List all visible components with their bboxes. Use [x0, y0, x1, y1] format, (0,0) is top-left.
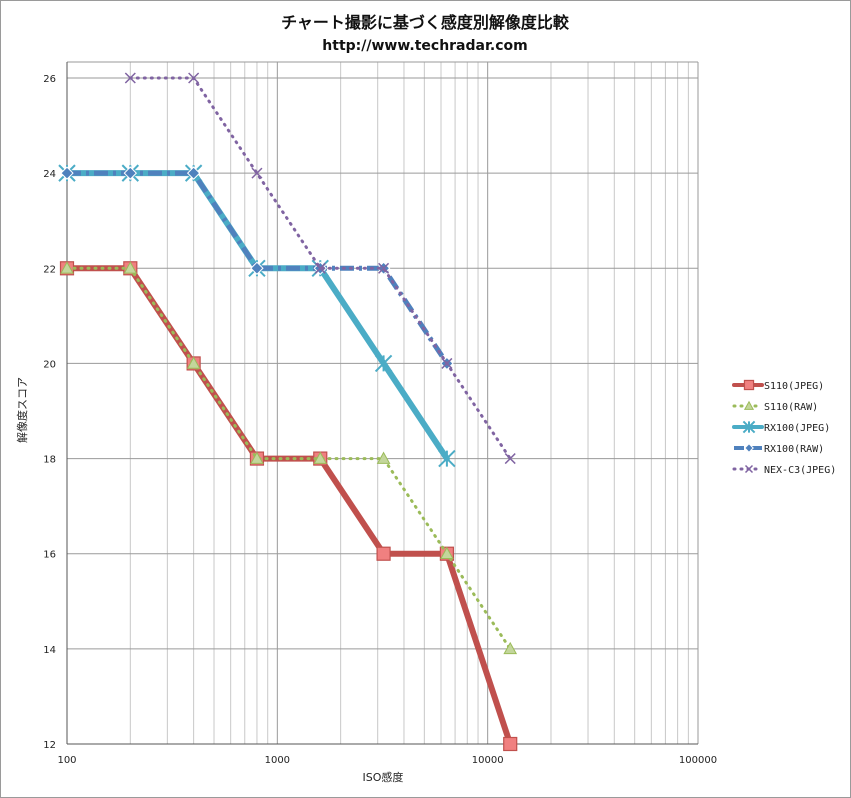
legend-item: S110(JPEG) [732, 379, 824, 392]
triangle-marker [313, 451, 328, 464]
diamond-marker [250, 261, 264, 275]
y-tick-label: 22 [43, 264, 56, 275]
square-marker [376, 546, 391, 561]
x-marker [124, 72, 136, 84]
x-marker [378, 262, 390, 274]
tick-labels: 100 1000 10000 100000 12 14 16 18 20 22 24 26 [43, 74, 717, 766]
series-s110-raw [60, 261, 518, 655]
star-marker [742, 420, 756, 434]
y-tick-label: 12 [43, 740, 56, 751]
triangle-marker [503, 641, 518, 655]
square-marker [743, 379, 755, 391]
y-tick-label: 24 [43, 169, 56, 180]
x-tick-label: 100000 [679, 755, 717, 766]
chart-subtitle: http://www.techradar.com [322, 38, 527, 54]
square-marker [503, 736, 518, 752]
legend-item: NEX-C3(JPEG) [732, 464, 836, 476]
triangle-marker [743, 400, 755, 410]
legend-label: S110(RAW) [764, 402, 818, 413]
y-tick-label: 16 [43, 550, 56, 561]
diamond-marker [60, 166, 74, 180]
y-tick-label: 14 [43, 645, 56, 656]
series-line [65, 266, 512, 651]
triangle-marker [440, 546, 454, 560]
series-nex-c3-jpeg [124, 72, 516, 465]
legend-label: RX100(RAW) [764, 444, 824, 455]
legend-item: RX100(JPEG) [732, 420, 830, 434]
x-marker [251, 167, 263, 179]
legend-label: NEX-C3(JPEG) [764, 465, 836, 476]
triangle-marker [123, 261, 138, 274]
legend: S110(JPEG) S110(RAW) RX100(JPEG) RX100(RAW)… [732, 379, 836, 476]
y-tick-label: 26 [43, 74, 56, 85]
x-marker [188, 72, 200, 84]
x-marker [314, 262, 326, 274]
legend-item: RX100(RAW) [734, 443, 824, 455]
chart-title: チャート撮影に基づく感度別解像度比較 [281, 13, 570, 32]
triangle-marker [250, 451, 264, 464]
y-tick-label: 18 [43, 455, 56, 466]
x-tick-label: 100 [57, 755, 76, 766]
x-tick-label: 1000 [265, 755, 290, 766]
star-marker [374, 354, 393, 373]
triangle-marker [186, 356, 201, 369]
legend-label: S110(JPEG) [764, 381, 824, 392]
y-tick-label: 20 [43, 359, 56, 370]
y-axis-label: 解像度スコア [15, 377, 29, 443]
triangle-marker [60, 261, 74, 274]
plot-area [67, 62, 698, 744]
x-marker [744, 464, 754, 474]
x-marker [441, 357, 453, 369]
diamond-marker [123, 166, 138, 180]
star-marker [438, 449, 456, 468]
x-axis-label: ISO感度 [363, 770, 404, 784]
x-tick-label: 10000 [472, 755, 504, 766]
x-marker [504, 453, 516, 465]
series-layer [58, 72, 518, 752]
legend-item: S110(RAW) [732, 400, 818, 413]
diamond-marker [186, 166, 201, 180]
triangle-marker [376, 451, 391, 464]
legend-label: RX100(JPEG) [764, 423, 830, 434]
diamond-marker [744, 443, 754, 453]
grid [66, 61, 699, 745]
